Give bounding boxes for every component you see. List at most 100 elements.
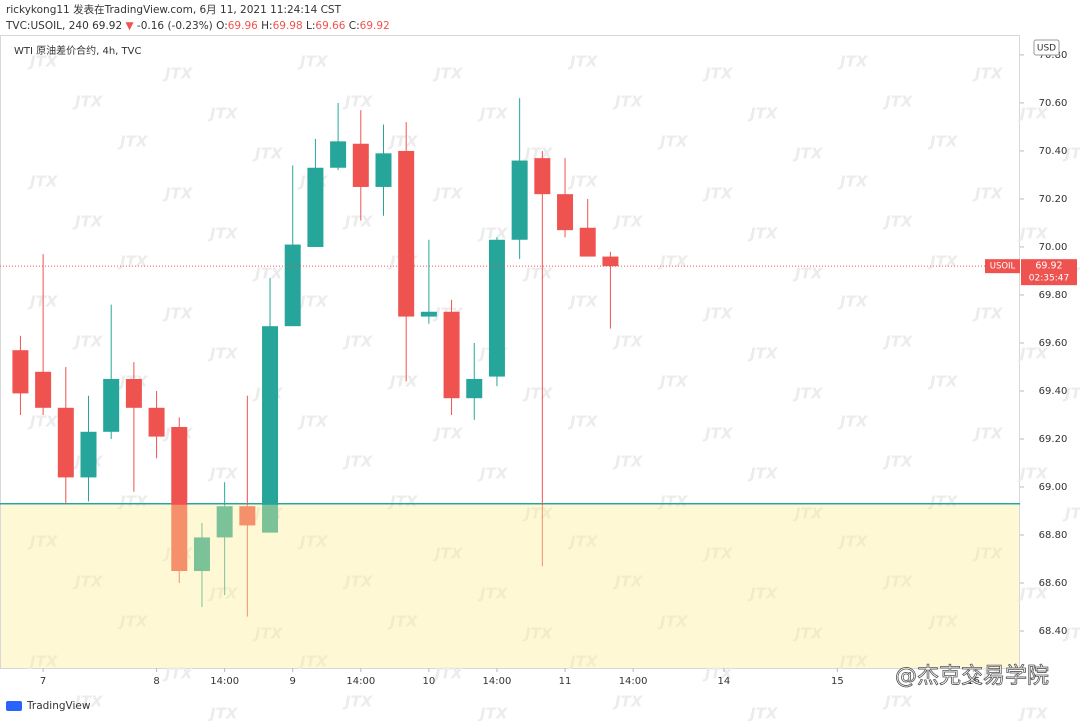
- watermark: JTX: [612, 93, 644, 111]
- watermark: JTX: [1062, 385, 1080, 403]
- watermark: JTX: [342, 453, 374, 471]
- watermark: JTX: [432, 425, 464, 443]
- x-tick-label: 14: [718, 676, 731, 687]
- watermark: JTX: [207, 105, 239, 123]
- watermark: JTX: [747, 705, 779, 722]
- watermark: JTX: [477, 465, 509, 483]
- body: [35, 371, 52, 408]
- watermark: JTX: [432, 665, 464, 683]
- watermark: JTX: [837, 293, 869, 311]
- x-tick-label: 14:00: [619, 676, 648, 687]
- watermark: JTX: [342, 693, 374, 711]
- body: [420, 311, 437, 317]
- o-value: 69.96: [228, 20, 258, 32]
- watermark: JTX: [567, 53, 599, 71]
- watermark: JTX: [342, 93, 374, 111]
- watermark: JTX: [342, 333, 374, 351]
- watermark: JTX: [882, 453, 914, 471]
- y-tick-label: 70.00: [1039, 242, 1068, 253]
- y-tick-label: 68.80: [1039, 530, 1068, 541]
- symbol-badge: [985, 259, 1020, 274]
- body: [239, 506, 256, 526]
- body: [488, 239, 505, 377]
- watermark: JTX: [837, 413, 869, 431]
- watermark: JTX: [972, 305, 1004, 323]
- body: [602, 256, 619, 267]
- watermark: JTX: [972, 185, 1004, 203]
- watermark: JTX: [702, 545, 734, 563]
- watermark: JTX: [117, 493, 149, 511]
- watermark: JTX: [972, 425, 1004, 443]
- watermark: JTX: [117, 613, 149, 631]
- watermark: JTX: [297, 53, 329, 71]
- watermark: JTX: [477, 585, 509, 603]
- watermark: JTX: [477, 225, 509, 243]
- watermark: JTX: [882, 573, 914, 591]
- watermark: JTX: [27, 533, 59, 551]
- y-tick-label: 68.60: [1039, 578, 1068, 589]
- watermark: JTX: [612, 693, 644, 711]
- watermark: JTX: [747, 105, 779, 123]
- x-tick-label: 10: [423, 676, 436, 687]
- watermark: JTX: [612, 453, 644, 471]
- watermark: JTX: [477, 705, 509, 722]
- watermark: JTX: [342, 213, 374, 231]
- watermark: JTX: [297, 533, 329, 551]
- watermark: JTX: [522, 265, 554, 283]
- support-zone: [1, 504, 1019, 668]
- watermark: JTX: [567, 653, 599, 671]
- c-value: 69.92: [360, 20, 390, 32]
- watermark: JTX: [612, 573, 644, 591]
- body: [579, 227, 596, 257]
- watermark: JTX: [882, 333, 914, 351]
- body: [352, 143, 369, 187]
- watermark: JTX: [837, 53, 869, 71]
- x-tick-label: 7: [40, 676, 46, 687]
- watermark: JTX: [207, 465, 239, 483]
- body: [398, 150, 415, 317]
- body: [262, 326, 279, 533]
- brand: TradingView: [26, 700, 91, 712]
- watermark: JTX: [342, 573, 374, 591]
- h-value: 69.98: [273, 20, 303, 32]
- watermark: JTX: [567, 293, 599, 311]
- x-tick-label: 14:00: [210, 676, 239, 687]
- logo-icon: [6, 701, 22, 711]
- watermark: JTX: [207, 705, 239, 722]
- watermark: JTX: [702, 305, 734, 323]
- watermark: JTX: [792, 625, 824, 643]
- watermark: JTX: [432, 185, 464, 203]
- x-tick-label: 14:00: [483, 676, 512, 687]
- x-tick-label: 14:00: [346, 676, 375, 687]
- watermark: JTX: [522, 505, 554, 523]
- y-tick-label: 68.40: [1039, 626, 1068, 637]
- watermark: JTX: [477, 105, 509, 123]
- watermark: JTX: [882, 93, 914, 111]
- body: [103, 378, 120, 432]
- body: [443, 311, 460, 399]
- y-tick-label: 69.80: [1039, 290, 1068, 301]
- l-label: L:: [306, 20, 315, 32]
- watermark: JTX: [252, 625, 284, 643]
- body: [125, 378, 142, 408]
- watermark: JTX: [747, 345, 779, 363]
- plot: [0, 98, 1020, 668]
- watermark: JTX: [567, 173, 599, 191]
- watermark: JTX: [252, 265, 284, 283]
- price-badge: [1021, 259, 1077, 286]
- watermark: JTX: [252, 145, 284, 163]
- body: [330, 141, 347, 168]
- watermark: JTX: [27, 653, 59, 671]
- x-tick-label: 9: [290, 676, 296, 687]
- credit: @杰克交易学院: [895, 664, 1049, 689]
- watermark: JTX: [972, 65, 1004, 83]
- currency-badge: [1033, 39, 1060, 56]
- watermark: JTX: [522, 385, 554, 403]
- watermark: JTX: [702, 185, 734, 203]
- watermark: JTX: [927, 613, 959, 631]
- watermark: JTX: [702, 65, 734, 83]
- watermark: JTX: [882, 693, 914, 711]
- o-label: O:: [216, 20, 228, 32]
- currency: USD: [1037, 44, 1056, 54]
